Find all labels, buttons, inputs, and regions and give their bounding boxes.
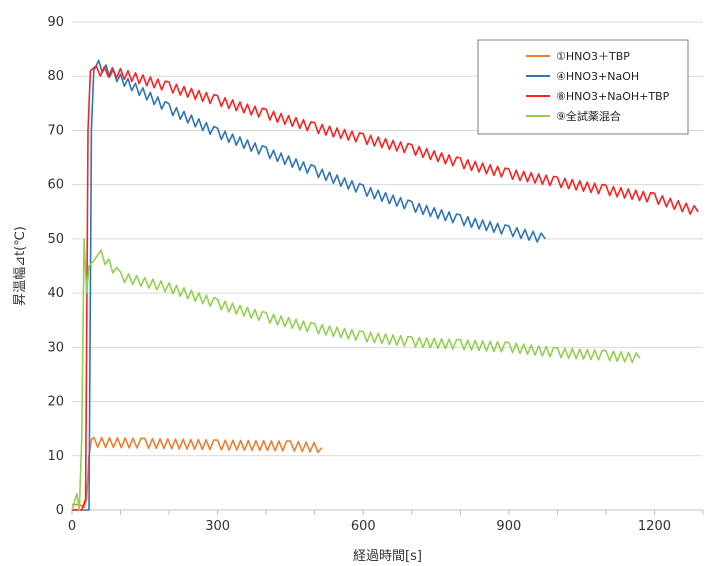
series-line-4	[71, 238, 641, 511]
legend-label: ④HNO3+NaOH	[556, 70, 639, 83]
x-tick-label: 300	[205, 519, 230, 534]
y-tick-label: 20	[47, 395, 64, 410]
series-line-2	[72, 59, 546, 511]
y-tick-label: 40	[47, 286, 64, 301]
x-tick-label: 600	[351, 519, 376, 534]
series-line-3	[72, 65, 699, 511]
x-tick-label: 900	[496, 519, 521, 534]
y-tick-label: 70	[47, 123, 64, 138]
y-axis-title: 昇温幅⊿t(℃)	[13, 226, 28, 306]
x-tick-label: 0	[68, 519, 76, 534]
x-tick-label: 1200	[638, 519, 671, 534]
y-tick-label: 80	[47, 69, 64, 84]
y-tick-label: 0	[56, 503, 64, 518]
gridlines	[72, 21, 703, 511]
legend-label: ⑨全試薬混合	[556, 109, 621, 123]
legend-box	[477, 39, 689, 135]
y-tick-label: 10	[47, 449, 64, 464]
legend-label: ①HNO3＋TBP	[556, 50, 630, 63]
legend: ①HNO3＋TBP ④HNO3+NaOH ⑧HNO3+NaOH+TBP ⑨全試薬混合	[477, 39, 689, 135]
x-axis-title: 経過時間[s]	[353, 549, 422, 564]
legend-label: ⑧HNO3+NaOH+TBP	[556, 90, 670, 103]
y-tick-label: 90	[47, 15, 64, 30]
y-tick-label: 50	[47, 232, 64, 247]
series-lines	[71, 59, 699, 511]
series-line-1	[72, 436, 323, 509]
y-tick-label: 60	[47, 178, 64, 193]
y-tick-label: 30	[47, 340, 64, 355]
